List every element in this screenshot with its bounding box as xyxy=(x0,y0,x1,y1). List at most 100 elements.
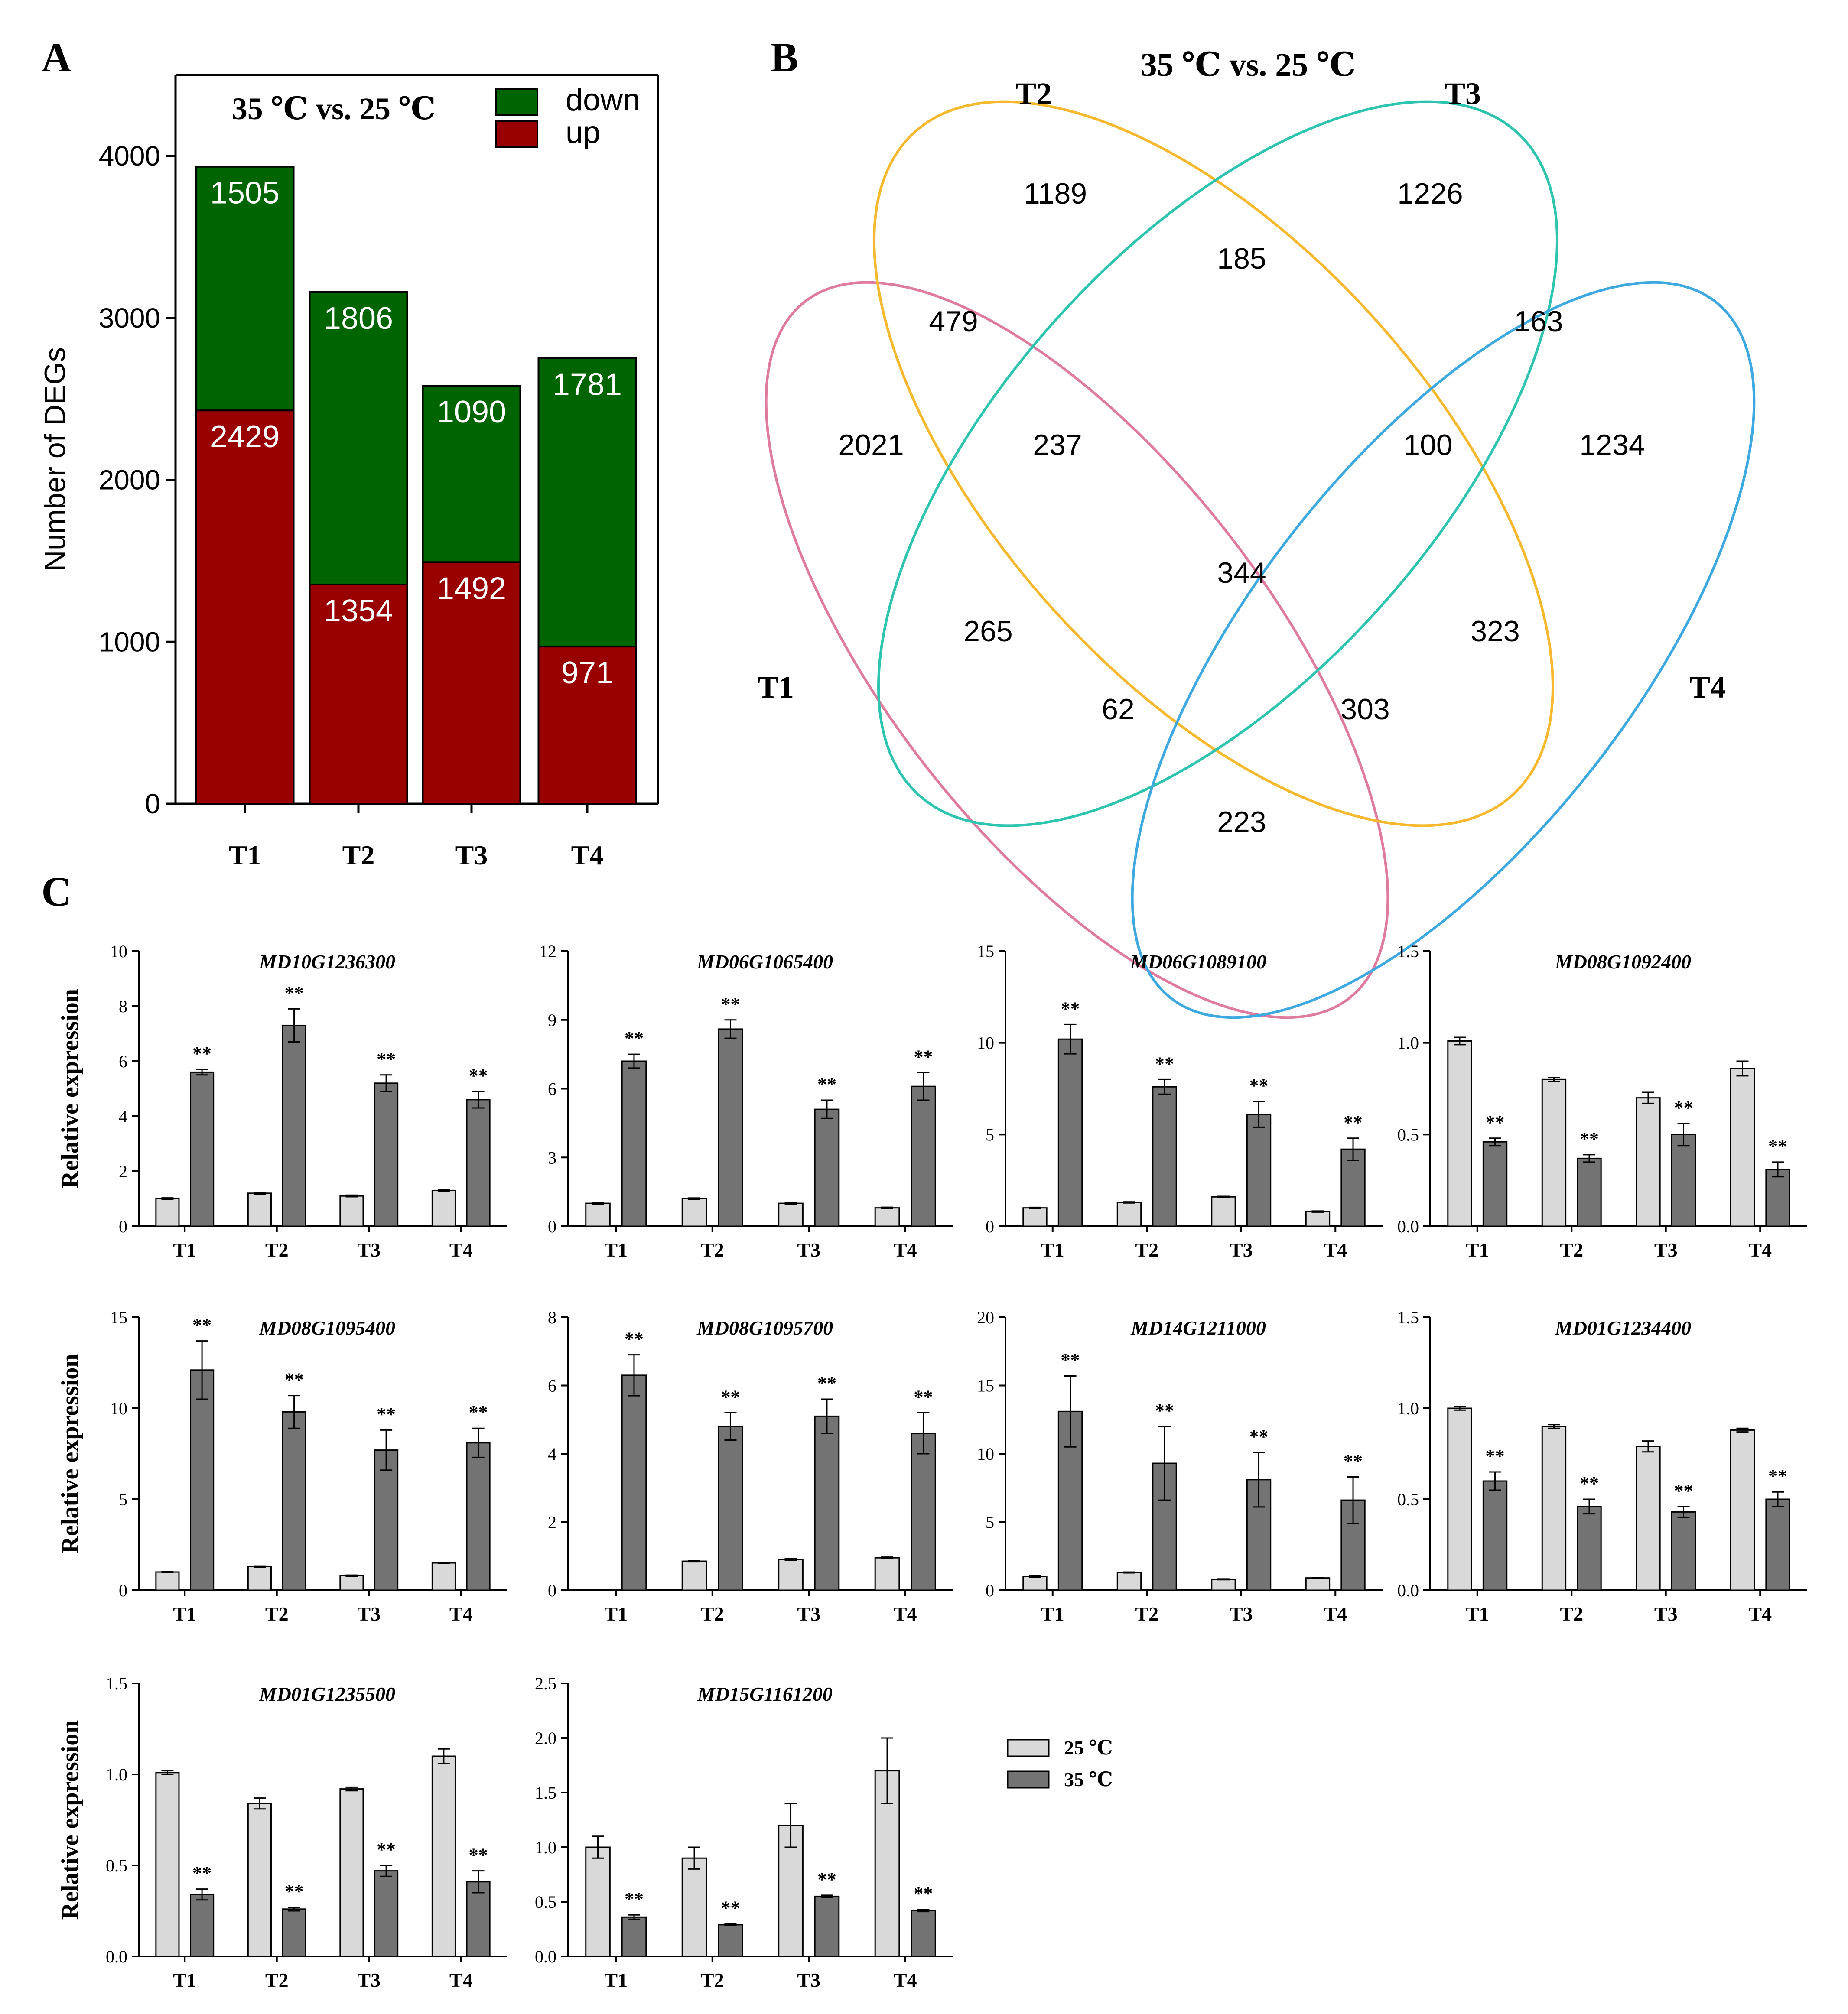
y-tick-label: 8 xyxy=(548,1308,556,1327)
x-tick-label: T4 xyxy=(1324,1239,1347,1261)
significance-mark: ** xyxy=(469,1845,488,1866)
bar-35C-T4 xyxy=(1340,1148,1366,1227)
chart-MD15G1161200: 0.0 0.5 1.0 1.5 2.0 2.5 MD15G1161200 ** T1 ** T2 **… xyxy=(535,1674,953,1991)
bar-25C-T2 xyxy=(1116,1202,1142,1227)
y-tick-label: 15 xyxy=(977,942,994,961)
y-tick-label: 1.5 xyxy=(535,1783,556,1803)
venn-count-T2-T4: 323 xyxy=(1471,615,1519,648)
chart-MD08G1095400: 0 5 10 15 Relative expression MD08G1095400 ** T… xyxy=(57,1308,507,1625)
bar-35C-T2 xyxy=(1577,1506,1602,1591)
venn-count-T3-T4: 163 xyxy=(1514,305,1563,338)
legend-c: 25 ℃ 35 ℃ xyxy=(1007,1737,1113,1790)
legend-label-up: up xyxy=(566,115,600,150)
significance-mark: ** xyxy=(914,1883,933,1904)
bar-25C-T4 xyxy=(1305,1577,1331,1591)
x-tick-label: T1 xyxy=(1466,1603,1489,1625)
x-tick-label: T2 xyxy=(701,1603,724,1625)
y-tick-label: 2.5 xyxy=(535,1674,556,1693)
y-tick-label-a: 3000 xyxy=(99,302,160,334)
data-label-down-T1: 1505 xyxy=(210,176,280,211)
bar-35C-T3 xyxy=(1671,1511,1696,1591)
bar-25C-T3 xyxy=(1636,1097,1661,1227)
chart-MD10G1236300: 0 2 4 6 8 10 Relative expression MD10G1236300 **… xyxy=(57,942,507,1261)
bar-35C-T4 xyxy=(911,1910,936,1957)
bar-25C-T3 xyxy=(1636,1446,1661,1591)
bar-35C-T3 xyxy=(1671,1134,1696,1227)
y-axis-label: Relative expression xyxy=(57,1720,84,1920)
significance-mark: ** xyxy=(1674,1480,1693,1501)
x-tick-label: T4 xyxy=(1748,1603,1772,1625)
chart-title: MD15G1161200 xyxy=(697,1683,833,1705)
y-tick-label: 10 xyxy=(110,1399,127,1418)
bar-35C-T1 xyxy=(1482,1480,1508,1591)
bar-25C-T2 xyxy=(1116,1572,1142,1591)
y-tick-label: 4 xyxy=(119,1107,127,1126)
bar-25C-T3 xyxy=(339,1575,364,1591)
x-tick-label: T1 xyxy=(1041,1603,1064,1625)
venn-title: 35 ℃ vs. 25 ℃ xyxy=(1141,47,1356,83)
y-tick-label: 0.0 xyxy=(106,1947,127,1966)
y-tick-label: 0.0 xyxy=(1397,1217,1419,1236)
y-tick-label: 12 xyxy=(539,942,556,961)
y-tick-label: 0.5 xyxy=(1397,1490,1419,1509)
significance-mark: ** xyxy=(285,1881,304,1902)
bar-25C-T1 xyxy=(1022,1576,1048,1591)
y-axis-label-a: Number of DEGs xyxy=(39,347,72,572)
y-tick-label: 5 xyxy=(986,1125,994,1144)
y-tick-label: 20 xyxy=(977,1308,994,1327)
bar-35C-T1 xyxy=(190,1071,215,1227)
significance-mark: ** xyxy=(1155,1400,1174,1421)
x-tick-label: T3 xyxy=(1230,1239,1253,1261)
data-label-up-T3: 1492 xyxy=(437,571,506,606)
chart-title: MD01G1234400 xyxy=(1555,1317,1691,1339)
significance-mark: ** xyxy=(469,1402,488,1423)
bar-25C-T3 xyxy=(339,1788,364,1957)
bar-25C-T2 xyxy=(247,1566,272,1591)
data-label-down-T2: 1806 xyxy=(324,301,393,336)
venn-ellipse-T1 xyxy=(765,281,1389,1019)
venn-ellipse-T4 xyxy=(1131,281,1756,1019)
significance-mark: ** xyxy=(1344,1112,1363,1133)
significance-mark: ** xyxy=(1580,1473,1599,1494)
bar-25C-T1 xyxy=(155,1571,180,1591)
bar-25C-T2 xyxy=(681,1198,707,1227)
y-tick-label: 9 xyxy=(548,1010,556,1030)
chart-MD08G1095700: 0 2 4 6 8 MD08G1095700 ** T1 ** T2 ** T3 ** T4 xyxy=(548,1308,953,1625)
venn-label-T1: T1 xyxy=(758,670,794,705)
bar-25C-T4 xyxy=(1305,1211,1331,1227)
x-tick-label: T1 xyxy=(173,1969,196,1991)
bar-35C-T1 xyxy=(1057,1038,1083,1227)
bar-25C-T4 xyxy=(431,1562,456,1591)
legend-label-35C: 35 ℃ xyxy=(1064,1768,1113,1790)
chart-title-a: 35 ℃ vs. 25 ℃ xyxy=(232,91,436,126)
bar-25C-T4 xyxy=(1730,1068,1755,1227)
bar-35C-T4 xyxy=(911,1433,936,1591)
x-tick-label: T4 xyxy=(1324,1603,1347,1625)
significance-mark: ** xyxy=(817,1373,836,1394)
bar-25C-T4 xyxy=(431,1189,456,1227)
legend-label-down: down xyxy=(566,83,640,117)
venn-label-T3: T3 xyxy=(1445,76,1481,111)
bar-35C-T2 xyxy=(282,1024,306,1227)
bar-25C-T4 xyxy=(431,1755,456,1957)
x-tick-label: T2 xyxy=(1560,1603,1583,1625)
bar-25C-T1 xyxy=(155,1772,180,1957)
bar-25C-T1 xyxy=(1022,1207,1048,1227)
y-tick-label: 0 xyxy=(119,1581,127,1600)
bar-25C-T3 xyxy=(1211,1579,1236,1591)
y-tick-label: 0 xyxy=(548,1217,556,1236)
x-tick-label: T2 xyxy=(1135,1603,1158,1625)
x-tick-label: T2 xyxy=(265,1603,289,1625)
x-tick-label: T2 xyxy=(701,1239,724,1261)
y-tick-label: 0 xyxy=(986,1217,994,1236)
significance-mark: ** xyxy=(285,1369,304,1390)
y-tick-label: 0 xyxy=(548,1581,556,1600)
bar-25C-T3 xyxy=(778,1559,804,1591)
bar-down-T3 xyxy=(422,384,521,563)
venn-label-T4: T4 xyxy=(1689,670,1726,705)
significance-mark: ** xyxy=(1486,1112,1505,1133)
significance-mark: ** xyxy=(914,1046,933,1067)
x-tick-label: T1 xyxy=(1466,1239,1489,1261)
x-tick-label: T3 xyxy=(1654,1603,1678,1625)
